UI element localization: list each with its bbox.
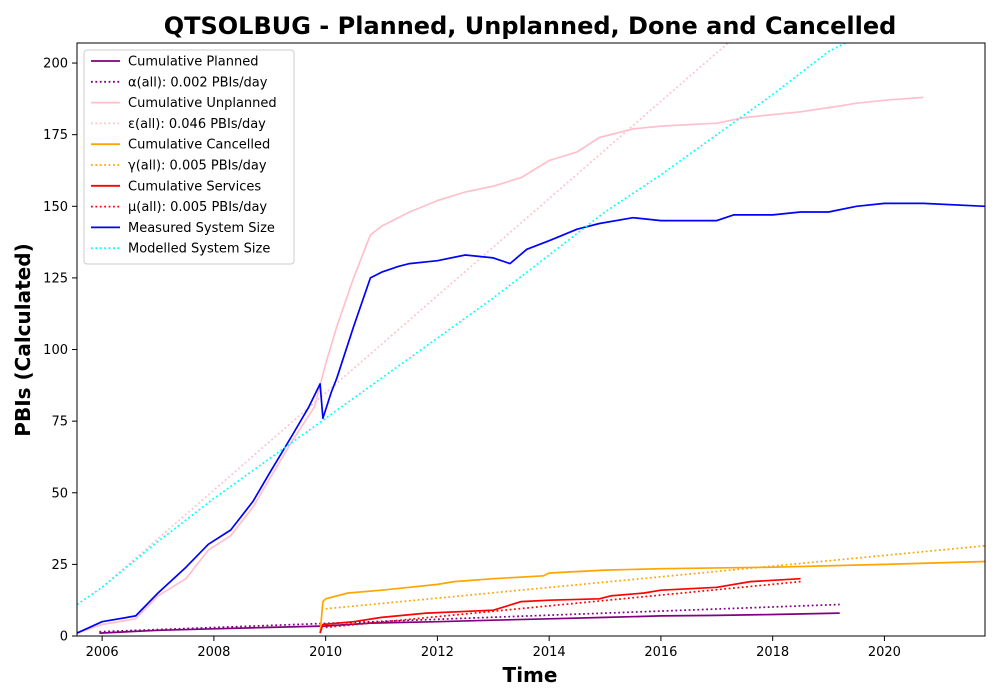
legend-frame [83, 49, 295, 265]
y-tick-label: 100 [43, 343, 68, 358]
legend-label: Measured System Size [128, 221, 275, 236]
x-tick-label: 2018 [756, 645, 789, 660]
x-tick-label: 2008 [197, 645, 230, 660]
y-tick-label: 125 [43, 271, 68, 286]
x-tick-label: 2012 [421, 645, 454, 660]
y-tick-label: 200 [43, 57, 68, 72]
series-line-1 [99, 603, 840, 633]
series-line-8 [77, 202, 985, 634]
legend-label: γ(all): 0.005 PBIs/day [128, 159, 267, 174]
y-tick-label: 50 [51, 486, 68, 501]
x-axis-label: Time [503, 663, 558, 687]
series-line-5 [325, 544, 985, 610]
plot-frame [76, 42, 986, 637]
y-tick-label: 0 [60, 630, 68, 645]
series-line-2 [77, 96, 924, 634]
series-line-4 [319, 560, 985, 634]
x-axis: 2006 2008 2010 2012 2014 2016 2018 2020 [86, 636, 901, 660]
series-line-7 [325, 580, 801, 629]
x-tick-label: 2006 [86, 645, 119, 660]
x-tick-label: 2010 [309, 645, 342, 660]
legend-label: Cumulative Cancelled [128, 138, 270, 153]
x-tick-label: 2020 [868, 645, 901, 660]
legend-label: ε(all): 0.046 PBIs/day [128, 117, 266, 132]
plot-area [77, 43, 985, 634]
series-line-3 [101, 43, 729, 588]
y-tick-label: 150 [43, 200, 68, 215]
x-tick-label: 2016 [644, 645, 677, 660]
series-line-0 [99, 612, 840, 634]
y-tick-label: 25 [51, 558, 68, 573]
series-line-9 [77, 43, 846, 606]
y-tick-label: 75 [51, 415, 68, 430]
series-line-6 [319, 577, 801, 634]
legend-label: Modelled System Size [128, 242, 270, 257]
chart-title: QTSOLBUG - Planned, Unplanned, Done and … [164, 12, 897, 40]
legend-label: Cumulative Unplanned [128, 96, 277, 111]
legend: Cumulative Planned α(all): 0.002 PBIs/day… [83, 49, 295, 265]
y-axis-label: PBIs (Calculated) [11, 243, 35, 436]
legend-label: Cumulative Planned [128, 55, 258, 70]
legend-label: α(all): 0.002 PBIs/day [128, 75, 268, 90]
legend-label: μ(all): 0.005 PBIs/day [128, 200, 267, 215]
y-tick-label: 175 [43, 128, 68, 143]
legend-label: Cumulative Services [128, 179, 261, 194]
y-axis: 0 25 50 75 100 125 150 175 200 [43, 57, 77, 645]
x-tick-label: 2014 [533, 645, 566, 660]
